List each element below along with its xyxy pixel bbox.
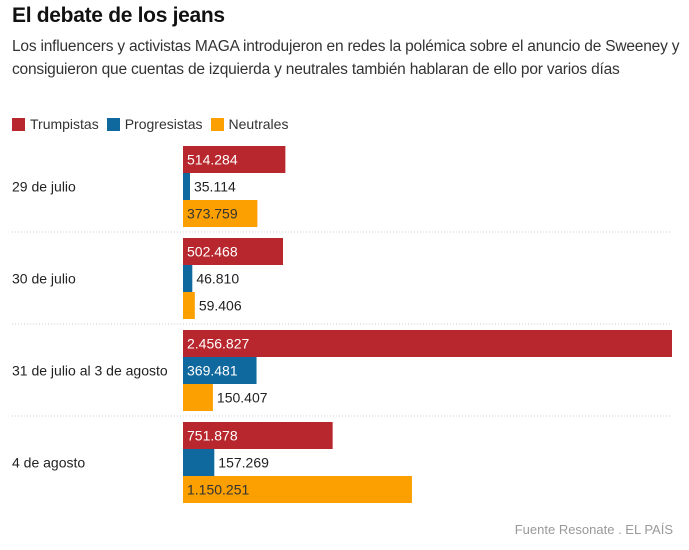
data-label: 369.481: [187, 363, 238, 379]
legend: Trumpistas Progresistas Neutrales: [12, 116, 296, 132]
bar-progresistas: [183, 357, 257, 384]
source-credit: Fuente Resonate . EL PAÍS: [514, 522, 673, 537]
data-label: 35.114: [194, 179, 236, 195]
bar-trumpistas: [183, 146, 286, 173]
bar-progresistas: [183, 265, 193, 292]
chart-title: El debate de los jeans: [12, 4, 225, 27]
data-label: 157.269: [218, 455, 269, 471]
legend-swatch-neutrales: [210, 117, 224, 131]
data-label: 2.456.827: [187, 336, 249, 352]
legend-swatch-progresistas: [106, 117, 120, 131]
bar-neutrales: [183, 476, 412, 503]
chart-subtitle: Los influencers y activistas MAGA introd…: [12, 38, 680, 78]
bar-progresistas: [183, 173, 190, 200]
data-label: 514.284: [187, 152, 238, 168]
bar-neutrales: [183, 200, 258, 227]
bar-group: 29 de julio 514.284 35.114 373.759: [12, 146, 286, 227]
bar-progresistas: [183, 449, 215, 476]
bar-trumpistas: [183, 330, 672, 357]
bar-neutrales: [183, 292, 195, 319]
data-label: 373.759: [187, 206, 238, 222]
legend-label-progresistas: Progresistas: [124, 116, 203, 132]
category-label: 29 de julio: [12, 179, 76, 195]
bar-group: 30 de julio 502.468 46.810 59.406: [12, 238, 284, 319]
legend-swatch-trumpistas: [12, 117, 25, 131]
legend-item-neutrales: Neutrales: [210, 116, 289, 132]
legend-item-trumpistas: Trumpistas: [12, 116, 99, 132]
data-label: 751.878: [187, 428, 238, 444]
bar-group: 4 de agosto 751.878 157.269 1.150.251: [12, 422, 412, 503]
legend-item-progresistas: Progresistas: [106, 116, 203, 132]
data-label: 59.406: [199, 298, 242, 314]
bar-trumpistas: [183, 422, 333, 449]
data-label: 1.150.251: [187, 482, 249, 498]
data-label: 502.468: [187, 244, 238, 260]
category-label: 30 de julio: [12, 271, 76, 287]
bar-group: 31 de julio al 3 de agosto 2.456.827 369.4…: [12, 330, 672, 411]
category-label: 31 de julio al 3 de agosto: [12, 363, 168, 379]
data-label: 150.407: [217, 390, 268, 406]
data-label: 46.810: [196, 271, 239, 287]
category-label: 4 de agosto: [12, 455, 85, 471]
legend-label-trumpistas: Trumpistas: [30, 116, 99, 132]
bar-trumpistas: [183, 238, 284, 265]
legend-label-neutrales: Neutrales: [228, 116, 289, 132]
bar-neutrales: [183, 384, 213, 411]
